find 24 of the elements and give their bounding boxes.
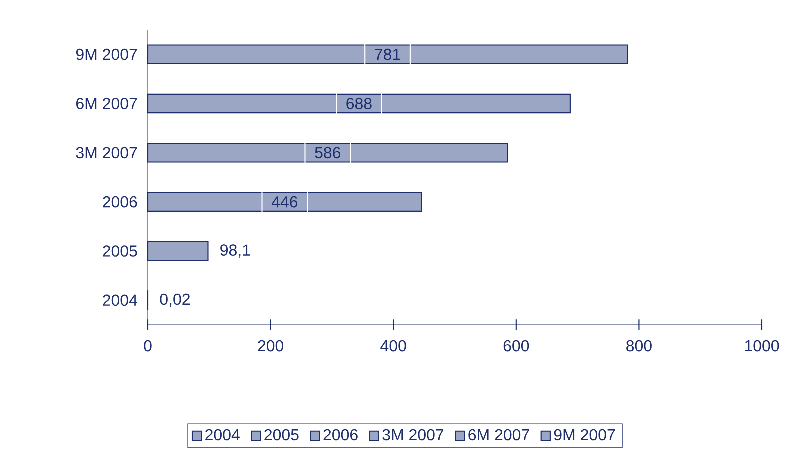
y-tick-label: 6M 2007 (76, 98, 138, 110)
x-tick-label: 0 (144, 340, 152, 352)
y-tick-label: 3M 2007 (76, 147, 138, 159)
x-tick-label: 600 (504, 340, 530, 352)
x-tick-label: 200 (258, 340, 284, 352)
legend-label: 3M 2007 (382, 429, 444, 441)
legend-label: 2006 (324, 429, 358, 441)
y-tick-label: 9M 2007 (76, 48, 138, 60)
data-label: 781 (375, 48, 400, 60)
legend-label: 2004 (206, 429, 240, 441)
y-tick-label: 2006 (103, 196, 138, 208)
legend-label: 2005 (264, 429, 299, 441)
y-tick-label: 2004 (103, 294, 138, 306)
data-label: 688 (346, 98, 372, 110)
legend-label: 9M 2007 (554, 429, 616, 441)
x-tick-label: 400 (380, 340, 406, 352)
data-label: 586 (315, 147, 341, 159)
y-tick-label: 2005 (103, 246, 138, 257)
data-label: 446 (272, 196, 298, 208)
data-label: 98,1 (220, 244, 250, 258)
legend-label: 6M 2007 (468, 429, 530, 441)
x-tick-label: 1000 (745, 340, 780, 352)
data-label: 0,02 (160, 294, 190, 308)
x-tick-label: 800 (626, 340, 652, 352)
